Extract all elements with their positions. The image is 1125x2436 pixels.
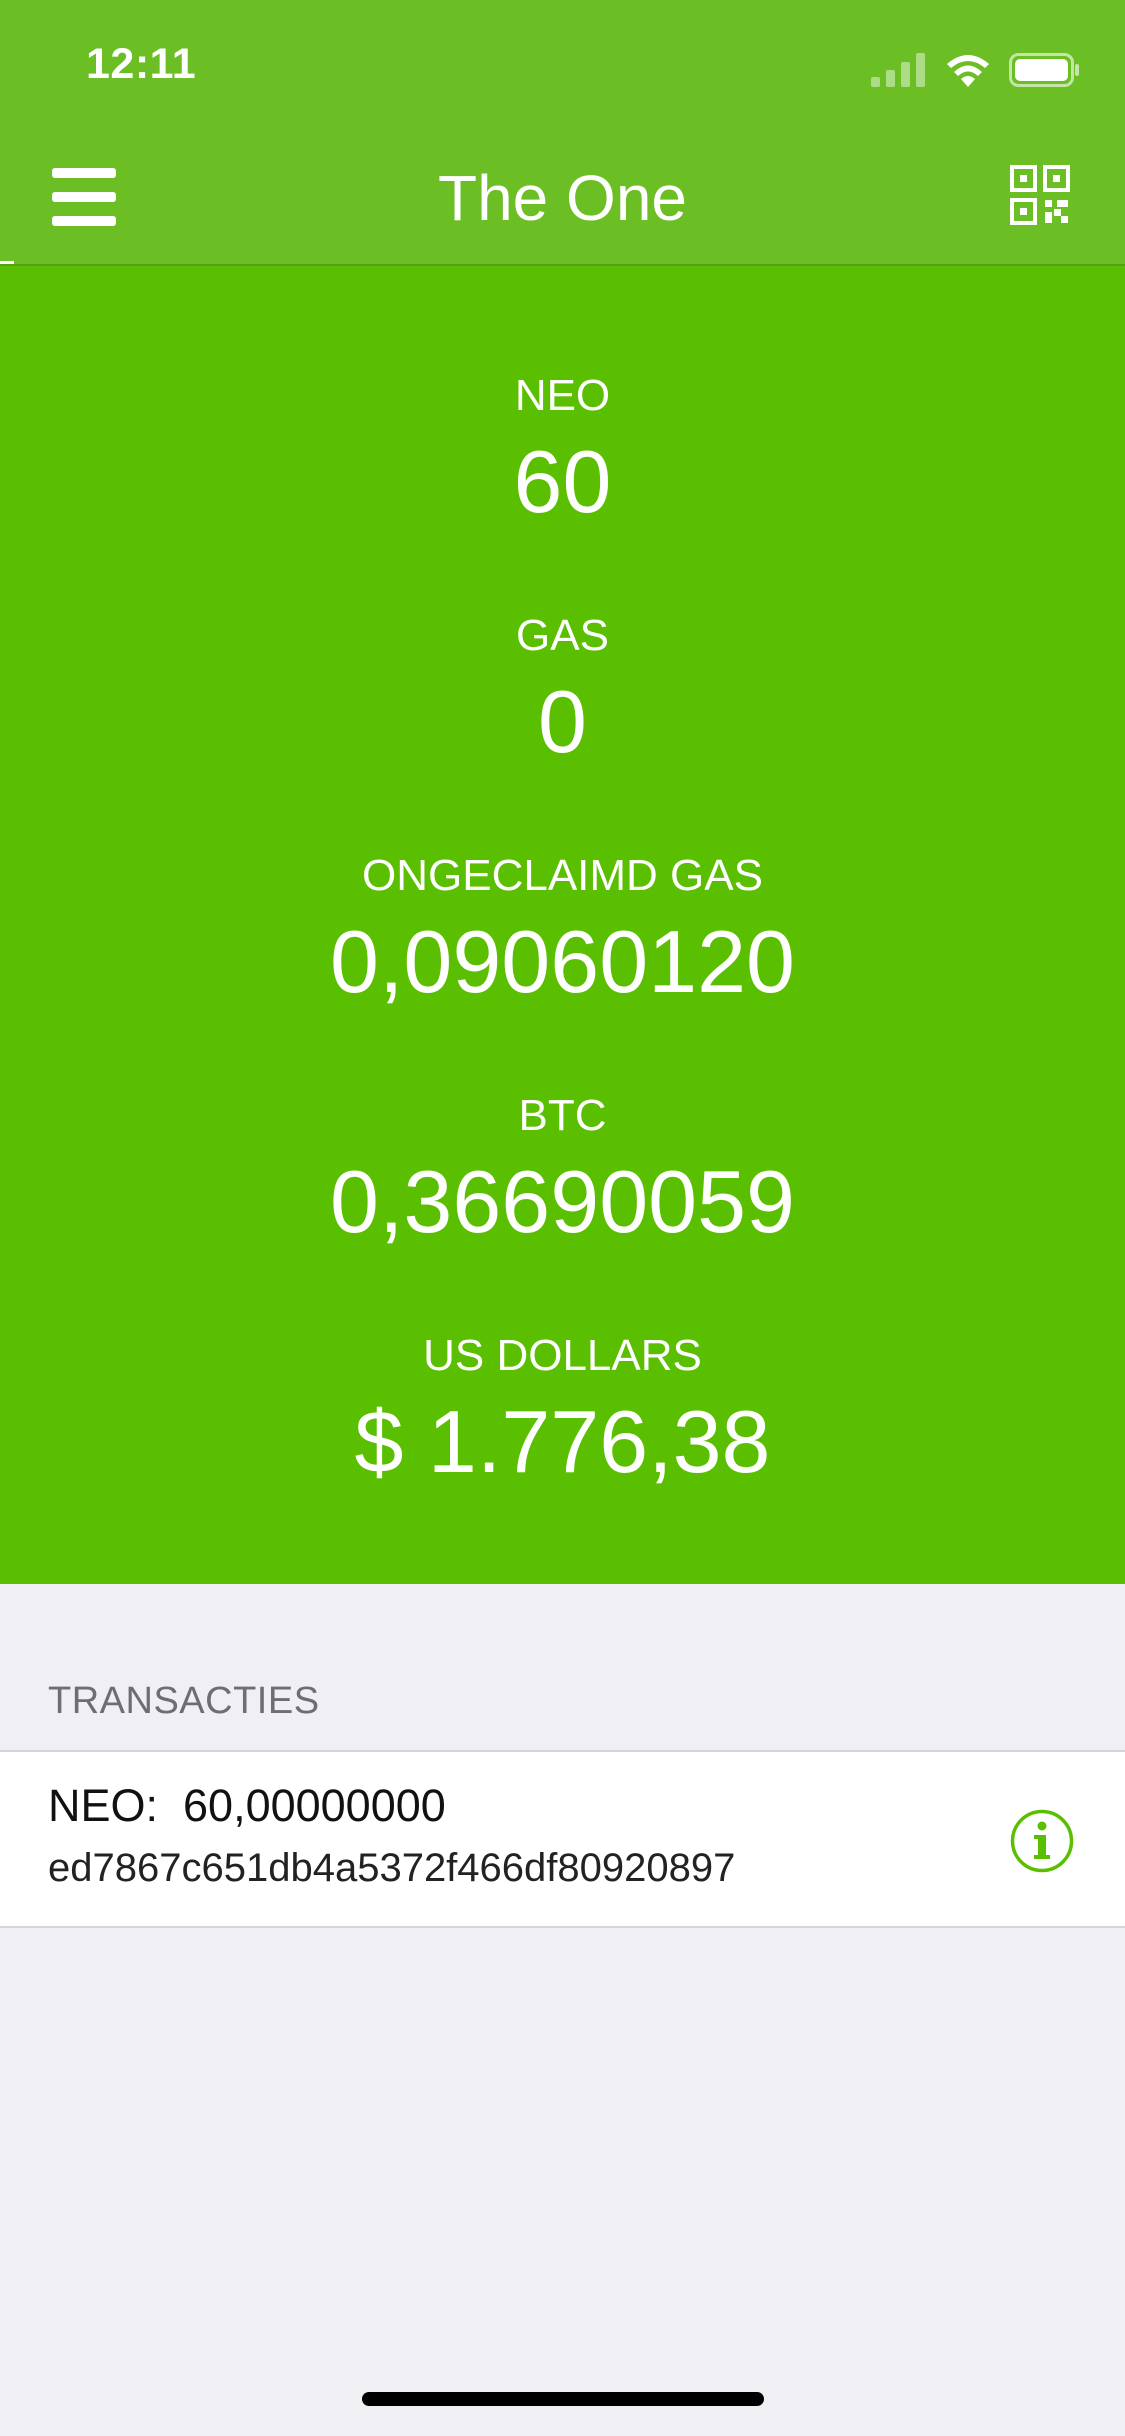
cellular-signal-icon — [871, 53, 925, 87]
balance-label-gas: GAS — [516, 611, 609, 660]
transaction-hash: ed7867c651db4a5372f466df80920897 — [48, 1846, 736, 1890]
wifi-icon — [947, 55, 989, 87]
home-indicator[interactable] — [362, 2392, 764, 2406]
transaction-row[interactable]: NEO: 60,00000000 ed7867c651db4a5372f466d… — [0, 1750, 1125, 1928]
qr-code-button[interactable] — [1010, 165, 1070, 225]
menu-icon-bar-bottom — [52, 216, 116, 226]
info-icon — [1010, 1809, 1074, 1873]
balance-value-usd: $ 1.776,38 — [354, 1392, 771, 1491]
battery-icon — [1009, 53, 1079, 87]
balance-value-neo: 60 — [513, 432, 612, 531]
transactions-section-header: TRANSACTIES — [48, 1680, 320, 1722]
loading-progress-indicator — [0, 261, 14, 265]
menu-button[interactable] — [52, 168, 116, 226]
balance-label-unclaimed-gas: ONGECLAIMD GAS — [362, 851, 763, 900]
page-title: The One — [437, 162, 688, 234]
balance-label-btc: BTC — [518, 1091, 607, 1140]
transaction-amount: NEO: 60,00000000 — [48, 1780, 446, 1831]
balance-label-neo: NEO — [514, 371, 611, 420]
balance-label-usd: US DOLLARS — [423, 1331, 702, 1380]
qr-code-icon — [1010, 165, 1070, 225]
header-divider — [0, 264, 1125, 266]
balance-value-gas: 0 — [538, 672, 587, 771]
transaction-info-button[interactable] — [1010, 1809, 1074, 1873]
menu-icon-bar-middle — [52, 192, 116, 202]
balance-value-unclaimed-gas: 0,09060120 — [330, 912, 795, 1011]
status-icons — [871, 50, 1081, 90]
balance-panel: NEO 60 GAS 0 ONGECLAIMD GAS 0,09060120 B… — [0, 266, 1125, 1584]
status-time: 12:11 — [86, 40, 197, 88]
menu-icon-bar-top — [52, 168, 116, 178]
balance-value-btc: 0,36690059 — [330, 1152, 795, 1251]
app-header: 12:11 The One — [0, 0, 1125, 265]
